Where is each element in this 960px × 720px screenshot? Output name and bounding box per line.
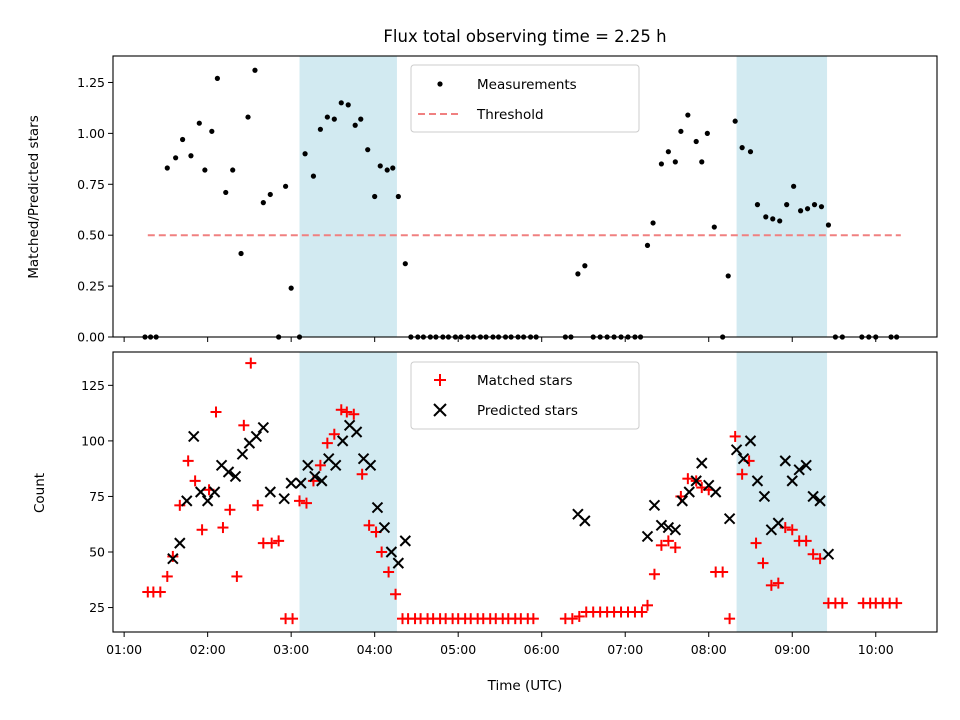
measurement-point [238, 251, 243, 256]
measurement-point [188, 153, 193, 158]
x-tick-label: 07:00 [607, 642, 643, 657]
measurement-point [770, 216, 775, 221]
measurement-point [645, 243, 650, 248]
legend-label-predicted: Predicted stars [477, 403, 578, 419]
x-tick-label: 05:00 [440, 642, 476, 657]
bottom-shaded-interval-2 [737, 352, 827, 632]
measurement-point [283, 184, 288, 189]
measurement-point [826, 222, 831, 227]
measurement-point [791, 184, 796, 189]
x-tick-label: 04:00 [357, 642, 393, 657]
measurement-point [705, 131, 710, 136]
legend-label-measurements: Measurements [477, 77, 577, 93]
measurement-point [346, 102, 351, 107]
measurement-point [390, 165, 395, 170]
measurement-point [385, 167, 390, 172]
bottom-y-tick-label: 100 [81, 433, 105, 448]
measurement-point [202, 167, 207, 172]
measurement-point [209, 129, 214, 134]
measurement-point [339, 100, 344, 105]
bottom-y-tick-label: 125 [81, 378, 105, 393]
measurement-point [740, 145, 745, 150]
top-y-axis-label: Matched/Predicted stars [26, 115, 42, 278]
measurement-point [223, 190, 228, 195]
top-y-tick-label: 0.75 [77, 177, 105, 192]
top-y-tick-label: 1.25 [77, 75, 105, 90]
measurement-point [261, 200, 266, 205]
measurement-point [197, 121, 202, 126]
top-y-tick-label: 0.50 [77, 228, 105, 243]
bottom-shaded-interval-1 [300, 352, 397, 632]
measurement-point [798, 208, 803, 213]
measurement-point [311, 174, 316, 179]
measurement-point [678, 129, 683, 134]
measurement-point [777, 218, 782, 223]
measurement-point [819, 204, 824, 209]
x-tick-label: 01:00 [106, 642, 142, 657]
measurement-point [165, 165, 170, 170]
measurement-point [215, 76, 220, 81]
top-y-tick-label: 1.00 [77, 126, 105, 141]
measurement-point [353, 123, 358, 128]
measurement-point [694, 139, 699, 144]
top-shaded-interval-2 [737, 56, 827, 337]
bottom-y-tick-label: 75 [89, 489, 105, 504]
measurement-point [699, 159, 704, 164]
measurement-point [712, 224, 717, 229]
measurement-point [805, 206, 810, 211]
measurement-point [666, 149, 671, 154]
legend-label-threshold: Threshold [476, 107, 544, 123]
top-shaded-interval-1 [300, 56, 397, 337]
x-tick-label: 06:00 [524, 642, 560, 657]
x-tick-label: 08:00 [691, 642, 727, 657]
chart-figure: Flux total observing time = 2.25 h 0.00 0… [0, 0, 960, 720]
measurement-point [289, 286, 294, 291]
measurement-point [358, 117, 363, 122]
bottom-legend: Matched stars Predicted stars [411, 362, 639, 429]
legend-label-matched: Matched stars [477, 373, 573, 389]
measurement-point [372, 194, 377, 199]
x-tick-label: 10:00 [858, 642, 894, 657]
measurement-point [325, 114, 330, 119]
bottom-y-tick-label: 50 [89, 545, 105, 560]
measurement-point [726, 273, 731, 278]
measurement-point [403, 261, 408, 266]
measurement-point [659, 161, 664, 166]
chart-title: Flux total observing time = 2.25 h [383, 27, 666, 46]
measurement-point [650, 220, 655, 225]
measurement-point [332, 117, 337, 122]
measurement-point [755, 202, 760, 207]
measurement-point [784, 202, 789, 207]
measurement-point [180, 137, 185, 142]
x-tick-label: 02:00 [190, 642, 226, 657]
bottom-y-tick-label: 25 [89, 600, 105, 615]
top-y-tick-label: 0.25 [77, 279, 105, 294]
measurement-point [302, 151, 307, 156]
measurement-point [763, 214, 768, 219]
measurement-point [733, 119, 738, 124]
x-tick-label: 03:00 [273, 642, 309, 657]
measurement-point [252, 68, 257, 73]
measurement-point [378, 163, 383, 168]
measurement-point [673, 159, 678, 164]
measurement-point [318, 127, 323, 132]
x-axis-label: Time (UTC) [487, 678, 563, 694]
measurement-point [365, 147, 370, 152]
measurement-point [230, 167, 235, 172]
legend-marker-measurements [437, 81, 442, 86]
measurement-point [748, 149, 753, 154]
measurement-point [575, 271, 580, 276]
measurement-point [268, 192, 273, 197]
measurement-point [685, 112, 690, 117]
top-y-tick-label: 0.00 [77, 330, 105, 345]
measurement-point [396, 194, 401, 199]
measurement-point [245, 114, 250, 119]
measurement-point [582, 263, 587, 268]
top-legend: Measurements Threshold [411, 65, 639, 132]
x-tick-label: 09:00 [774, 642, 810, 657]
bottom-y-axis-label: Count [32, 473, 48, 513]
measurement-point [812, 202, 817, 207]
measurement-point [173, 155, 178, 160]
